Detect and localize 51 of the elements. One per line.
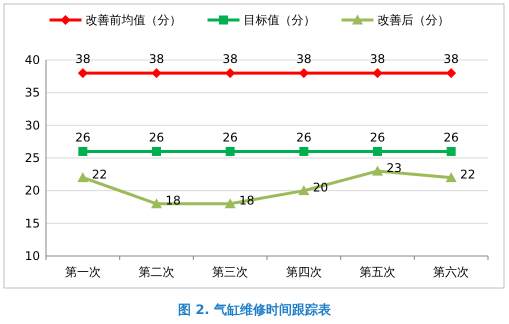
data-label: 38 bbox=[148, 52, 164, 66]
legend-label: 改善后（分） bbox=[378, 13, 450, 27]
point bbox=[226, 146, 235, 156]
point bbox=[152, 146, 161, 156]
x-tick-label: 第三次 bbox=[212, 265, 248, 279]
data-label: 26 bbox=[222, 130, 238, 144]
data-label: 38 bbox=[296, 52, 312, 66]
text: 图 2. 气缸维修时间跟踪表 bbox=[178, 302, 332, 318]
data-label: 38 bbox=[444, 52, 459, 66]
y-tick-label: 10 bbox=[24, 249, 40, 263]
y-tick-label: 25 bbox=[24, 151, 40, 165]
x-tick-label: 第四次 bbox=[286, 265, 322, 279]
data-label: 23 bbox=[386, 161, 402, 176]
point bbox=[152, 68, 162, 78]
x-tick-label: 第一次 bbox=[64, 265, 101, 279]
point bbox=[298, 185, 310, 196]
point bbox=[372, 166, 383, 176]
point bbox=[77, 172, 88, 182]
y-tick-label: 40 bbox=[24, 53, 40, 67]
point bbox=[446, 146, 456, 156]
y-tick-label: 35 bbox=[24, 86, 40, 100]
data-label: 26 bbox=[75, 130, 90, 144]
y-tick-label: 20 bbox=[24, 184, 40, 198]
point bbox=[299, 146, 308, 156]
data-label: 26 bbox=[148, 130, 164, 144]
data-label: 26 bbox=[296, 130, 312, 144]
point bbox=[151, 198, 162, 208]
point bbox=[224, 198, 236, 208]
data-label: 22 bbox=[460, 168, 476, 182]
data-label: 26 bbox=[370, 130, 386, 144]
x-tick-label: 第二次 bbox=[138, 265, 174, 279]
x-tick-label: 第六次 bbox=[433, 265, 470, 279]
data-label: 26 bbox=[444, 130, 459, 144]
point bbox=[298, 68, 309, 78]
point bbox=[446, 68, 456, 78]
data-label: 38 bbox=[75, 52, 90, 66]
point bbox=[373, 146, 382, 156]
legend-label: 改善前均值（分） bbox=[86, 13, 182, 27]
point bbox=[446, 172, 457, 182]
point bbox=[372, 68, 382, 78]
x-tick-label: 第五次 bbox=[360, 265, 396, 279]
point bbox=[78, 146, 88, 156]
data-label: 22 bbox=[92, 168, 108, 182]
data-label: 18 bbox=[239, 194, 254, 208]
point bbox=[225, 68, 236, 78]
data-label: 38 bbox=[222, 52, 238, 66]
y-tick-label: 30 bbox=[24, 118, 40, 132]
point bbox=[78, 68, 88, 78]
data-label: 38 bbox=[370, 52, 386, 66]
legend-label: 目标值（分） bbox=[244, 13, 316, 27]
y-tick-label: 15 bbox=[24, 216, 40, 230]
